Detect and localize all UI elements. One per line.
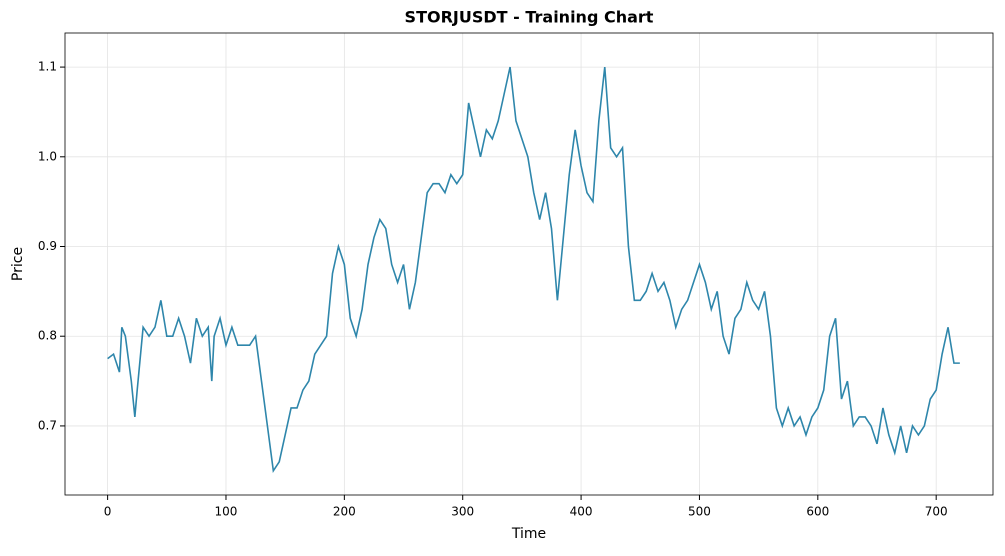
x-tick-label: 700: [925, 505, 948, 519]
y-axis-label: Price: [10, 247, 26, 281]
y-tick-label: 0.8: [38, 329, 57, 343]
price-line: [107, 66, 960, 474]
x-tick-label: 0: [104, 505, 112, 519]
x-tick-label: 300: [451, 505, 474, 519]
x-tick-label: 400: [570, 505, 593, 519]
y-tick-label: 1.1: [38, 60, 57, 74]
y-tick-label: 0.7: [38, 418, 57, 432]
x-tick-label: 100: [215, 505, 238, 519]
y-tick-label: 1.0: [38, 149, 57, 163]
x-axis-label: Time: [511, 526, 546, 542]
x-tick-label: 200: [333, 505, 356, 519]
plot-frame: [64, 32, 994, 496]
x-tick-label: 600: [806, 505, 829, 519]
y-tick-label: 0.9: [38, 239, 57, 253]
x-tick-label: 500: [688, 505, 711, 519]
chart-title: STORJUSDT - Training Chart: [405, 8, 654, 27]
